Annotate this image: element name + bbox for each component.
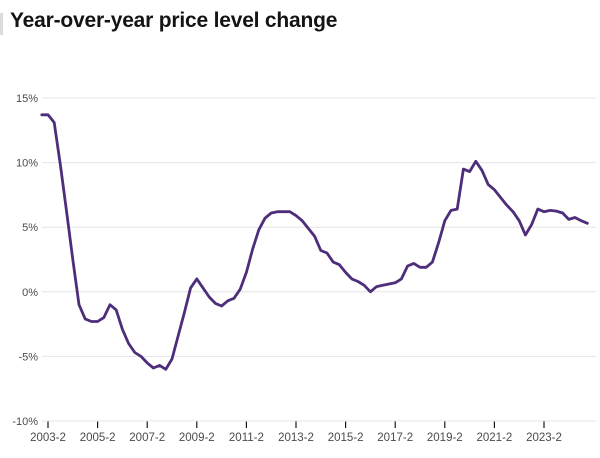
x-axis-label: 2023-2	[526, 432, 562, 444]
x-axis-label: 2003-2	[30, 432, 66, 444]
x-axis-label: 2017-2	[377, 432, 413, 444]
y-axis-label: 0%	[22, 287, 38, 299]
y-axis-label: 10%	[16, 158, 38, 170]
y-axis-label: -5%	[18, 351, 38, 363]
x-axis-label: 2007-2	[129, 432, 165, 444]
y-axis-label: -10%	[12, 416, 38, 428]
y-axis-label: 15%	[16, 93, 38, 105]
chart-title: Year-over-year price level change	[10, 9, 338, 32]
x-axis-label: 2005-2	[80, 432, 116, 444]
x-axis-label: 2013-2	[278, 432, 314, 444]
x-axis-label: 2011-2	[229, 432, 264, 444]
y-axis-label: 5%	[22, 222, 38, 234]
x-axis-label: 2015-2	[328, 432, 364, 444]
left-edge-artifact	[0, 13, 3, 35]
x-axis-label: 2021-2	[476, 432, 512, 444]
x-axis-label: 2009-2	[179, 432, 215, 444]
price-line	[40, 113, 589, 371]
x-axis-label: 2019-2	[427, 432, 463, 444]
